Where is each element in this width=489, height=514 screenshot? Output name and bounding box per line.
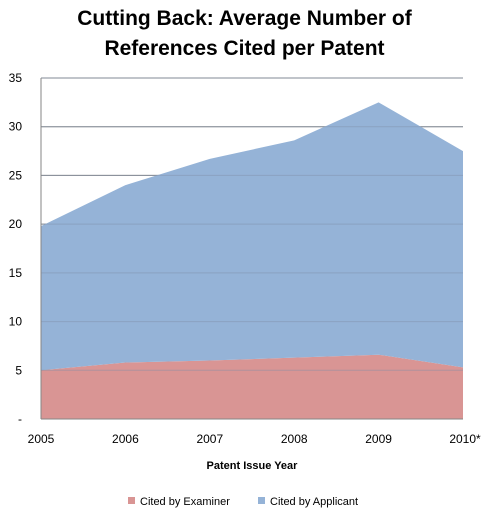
x-tick-label: 2008 xyxy=(281,432,308,446)
y-tick-label: 30 xyxy=(9,120,23,134)
plot-area xyxy=(41,77,463,419)
chart-title: Cutting Back: Average Number of Referenc… xyxy=(0,4,489,64)
x-tick-labels: 2005 2006 2007 2008 2009 2010* xyxy=(28,432,481,446)
y-tick-label: 20 xyxy=(9,217,23,231)
y-tick-label: 5 xyxy=(15,363,22,377)
y-tick-label: 10 xyxy=(9,315,23,329)
area-series-examiner xyxy=(41,354,463,419)
x-tick-label: 2006 xyxy=(112,432,139,446)
y-tick-label: 25 xyxy=(9,168,23,182)
x-axis-label: Patent Issue Year xyxy=(207,460,299,472)
y-tick-labels: - 5 10 15 20 25 30 35 xyxy=(9,71,23,426)
x-tick-label: 2009 xyxy=(365,432,392,446)
x-tick-label: 2005 xyxy=(28,432,55,446)
x-tick-label: 2010* xyxy=(449,432,481,446)
legend-swatch-applicant xyxy=(258,497,265,504)
y-tick-label: 15 xyxy=(9,266,23,280)
legend-swatch-examiner xyxy=(128,497,135,504)
area-series-applicant xyxy=(41,102,463,371)
chart-title-line-2: References Cited per Patent xyxy=(104,37,385,60)
legend: Cited by Examiner Cited by Applicant xyxy=(128,496,358,508)
legend-label-examiner: Cited by Examiner xyxy=(140,496,230,508)
x-tick-label: 2007 xyxy=(196,432,223,446)
legend-label-applicant: Cited by Applicant xyxy=(270,496,358,508)
gridlines-overlay xyxy=(41,77,463,371)
chart-title-line-1: Cutting Back: Average Number of xyxy=(77,7,412,30)
y-tick-label: - xyxy=(18,412,22,426)
y-tick-label: 35 xyxy=(9,71,23,85)
